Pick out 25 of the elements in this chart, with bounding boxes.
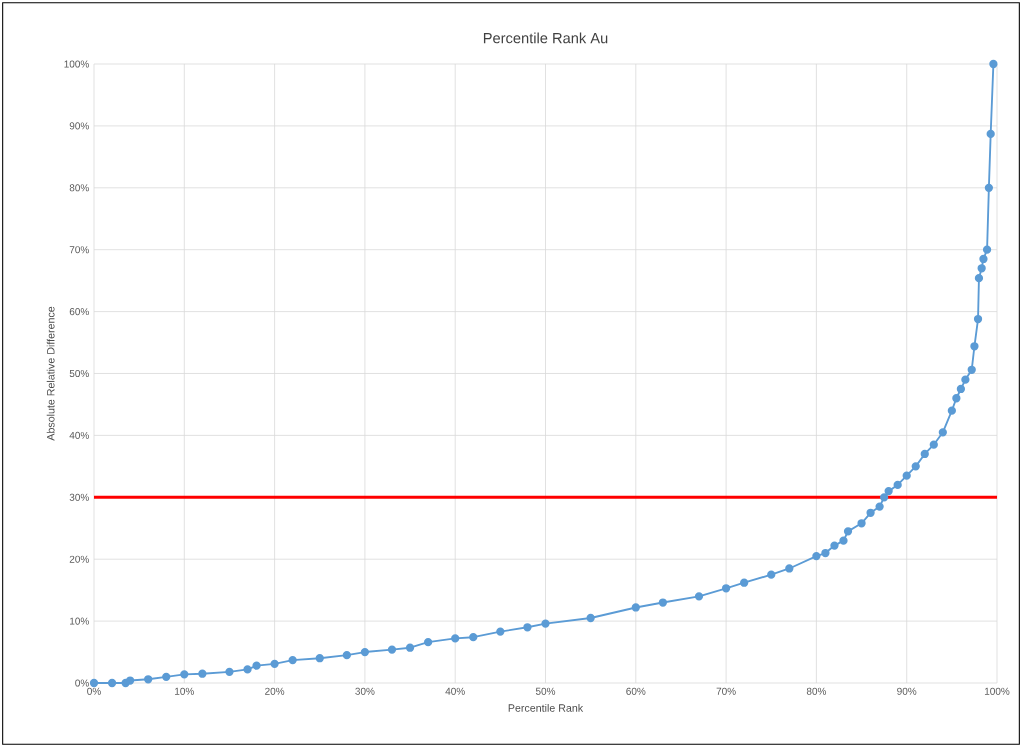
x-tick-label: 100%	[984, 687, 1010, 695]
x-tick-label: 80%	[806, 687, 827, 695]
y-tick-label: 40%	[69, 431, 89, 439]
y-tick-label: 50%	[69, 369, 89, 378]
x-tick-label: 60%	[626, 687, 646, 695]
x-tick-label: 20%	[265, 687, 285, 695]
y-tick-label: 90%	[69, 122, 89, 130]
y-tick-label: 80%	[69, 184, 89, 192]
x-tick-label: 40%	[445, 687, 465, 695]
y-tick-label: 20%	[69, 555, 89, 563]
y-axis-title: Absolute Relative Difference	[46, 306, 55, 441]
y-tick-label: 30%	[69, 493, 89, 501]
x-tick-label: 70%	[716, 687, 736, 695]
x-axis-title: Percentile Rank	[508, 703, 584, 712]
y-tick-label: 10%	[70, 617, 89, 625]
y-tick-label: 70%	[69, 246, 89, 254]
y-tick-label: 0%	[75, 679, 89, 687]
x-tick-label: 90%	[897, 687, 917, 695]
x-tick-label: 10%	[175, 687, 194, 695]
x-tick-label: 30%	[355, 687, 375, 695]
x-tick-label: 50%	[535, 687, 556, 695]
chart-title: Percentile Rank Au	[483, 32, 608, 44]
x-tick-label: 0%	[87, 687, 101, 695]
y-tick-label: 100%	[64, 60, 89, 68]
y-tick-label: 60%	[69, 308, 89, 316]
